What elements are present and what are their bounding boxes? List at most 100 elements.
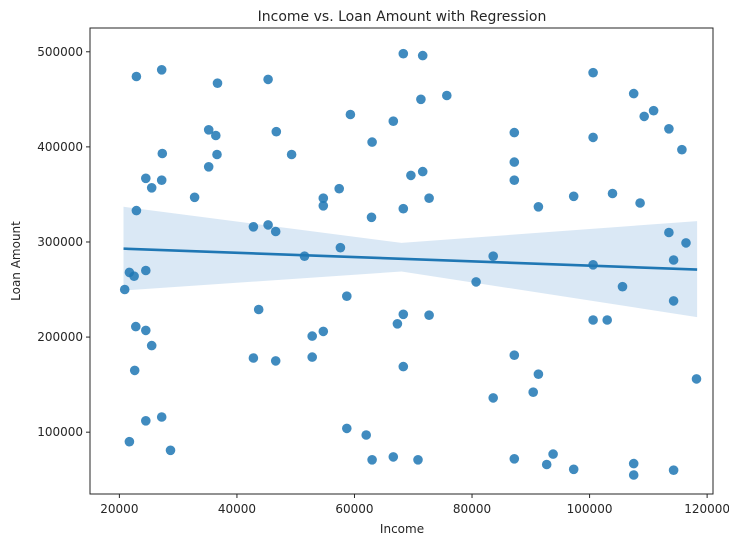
x-axis-ticks: 20000 40000 60000 80000 100000 120000 <box>100 494 729 516</box>
data-point <box>146 340 157 351</box>
data-point <box>203 125 214 135</box>
data-point <box>488 393 499 403</box>
y-axis-ticks: 100000 200000 300000 400000 500000 <box>37 45 90 439</box>
data-point <box>607 188 618 199</box>
data-point <box>146 183 157 193</box>
data-point <box>413 455 423 465</box>
data-point <box>417 166 428 177</box>
data-point <box>668 255 679 265</box>
regression-line-layer <box>123 247 698 271</box>
data-point <box>270 356 281 366</box>
data-point <box>124 436 135 447</box>
data-point <box>398 361 409 372</box>
data-point <box>509 127 520 138</box>
data-point <box>253 304 264 315</box>
data-point <box>664 124 674 134</box>
data-point <box>568 464 579 475</box>
data-point <box>628 88 639 99</box>
data-point <box>388 452 399 462</box>
data-point <box>664 227 674 238</box>
data-point <box>533 202 544 212</box>
data-point <box>318 193 329 203</box>
data-point <box>602 315 612 325</box>
data-point <box>263 220 273 230</box>
data-point <box>588 67 598 78</box>
y-tick-label: 100000 <box>37 425 83 439</box>
data-point <box>417 50 428 61</box>
data-point <box>345 109 356 120</box>
data-point <box>131 321 141 332</box>
data-point <box>509 175 520 185</box>
data-point <box>131 71 142 82</box>
x-tick-label: 40000 <box>218 502 256 516</box>
data-point <box>342 423 352 434</box>
data-point <box>398 203 409 214</box>
data-point <box>318 201 329 211</box>
data-point <box>528 387 538 398</box>
confidence-band <box>123 206 698 318</box>
x-tick-label: 20000 <box>100 502 138 516</box>
data-point <box>488 251 499 261</box>
data-point <box>648 105 659 116</box>
data-point <box>668 296 679 306</box>
plot-frame <box>89 27 714 495</box>
data-point <box>533 369 544 380</box>
y-tick-label: 500000 <box>37 45 83 59</box>
data-point <box>668 465 679 476</box>
data-point <box>271 126 282 137</box>
data-point <box>129 271 139 282</box>
data-point <box>141 265 151 276</box>
data-point <box>189 192 200 203</box>
data-point <box>541 459 552 470</box>
data-point <box>392 319 403 329</box>
data-point <box>509 454 520 464</box>
y-axis-label: Loan Amount <box>9 221 23 301</box>
data-point <box>248 353 259 363</box>
y-tick-label: 400000 <box>37 140 83 154</box>
data-point <box>681 238 691 248</box>
data-point <box>129 365 140 376</box>
data-point <box>588 132 598 143</box>
data-point <box>635 198 645 208</box>
x-tick-label: 60000 <box>335 502 373 516</box>
data-point <box>406 170 416 181</box>
x-tick-label: 100000 <box>567 502 613 516</box>
data-point <box>691 374 702 384</box>
y-tick-label: 200000 <box>37 330 83 344</box>
data-point <box>286 149 297 160</box>
data-point <box>342 291 352 302</box>
data-point <box>568 191 579 202</box>
data-point <box>211 130 221 141</box>
x-tick-label: 80000 <box>453 502 491 516</box>
data-point <box>131 205 142 216</box>
points-layer <box>119 48 702 480</box>
data-point <box>628 470 639 480</box>
chart-title: Income vs. Loan Amount with Regression <box>258 9 547 25</box>
data-point <box>157 148 168 159</box>
data-point <box>165 445 176 456</box>
data-point <box>263 74 273 85</box>
data-point <box>141 325 151 336</box>
data-point <box>334 183 345 194</box>
data-point <box>617 281 628 292</box>
data-point <box>509 157 520 167</box>
data-point <box>548 449 558 459</box>
data-point <box>141 173 151 184</box>
data-point <box>677 144 687 155</box>
data-point <box>248 222 259 232</box>
data-point <box>318 326 329 337</box>
data-point <box>588 315 598 325</box>
data-point <box>416 94 426 105</box>
data-point <box>119 284 130 295</box>
data-point <box>307 352 318 362</box>
data-point <box>424 193 434 203</box>
data-point <box>398 309 409 320</box>
data-point <box>156 412 167 422</box>
data-point <box>471 277 481 287</box>
data-point <box>156 65 167 75</box>
data-point <box>212 78 223 88</box>
data-point <box>156 175 167 185</box>
data-point <box>367 455 377 465</box>
x-tick-label: 120000 <box>684 502 729 516</box>
data-point <box>509 350 520 361</box>
